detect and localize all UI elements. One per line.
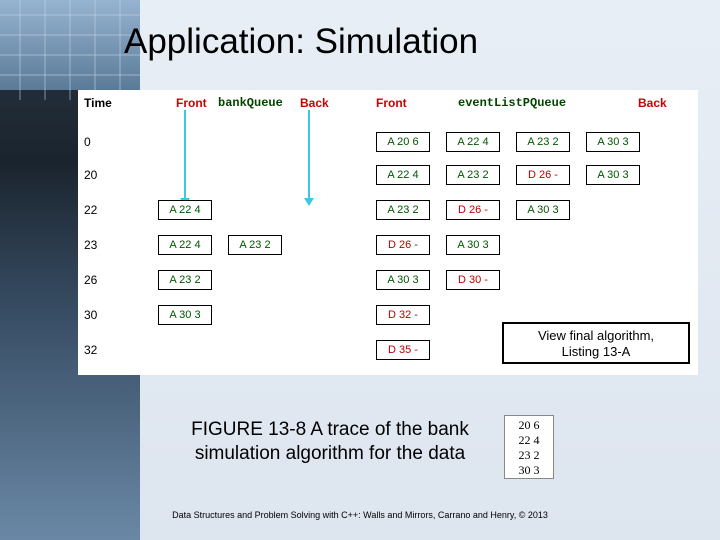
footer-citation: Data Structures and Problem Solving with…: [0, 510, 720, 520]
link-line1: View final algorithm,: [538, 328, 654, 343]
time-value: 30: [84, 308, 97, 322]
eventlist-cell: A 30 3: [586, 165, 640, 185]
data-row: 23 2: [505, 448, 553, 463]
header-eventlist: eventListPQueue: [458, 96, 566, 110]
link-line2: Listing 13-A: [562, 344, 631, 359]
eventlist-cell: A 30 3: [586, 132, 640, 152]
header-front-1: Front: [176, 96, 207, 110]
eventlist-cell: A 23 2: [376, 200, 430, 220]
input-data-box: 20 6 22 4 23 2 30 3: [504, 415, 554, 479]
eventlist-cell: A 30 3: [376, 270, 430, 290]
eventlist-cell: A 30 3: [446, 235, 500, 255]
eventlist-cell: A 20 6: [376, 132, 430, 152]
eventlist-cell: D 26 -: [516, 165, 570, 185]
header-bankqueue: bankQueue: [218, 96, 283, 110]
time-value: 32: [84, 343, 97, 357]
eventlist-cell: D 30 -: [446, 270, 500, 290]
data-row: 30 3: [505, 463, 553, 478]
bankqueue-cell: A 30 3: [158, 305, 212, 325]
time-value: 0: [84, 135, 91, 149]
eventlist-cell: A 22 4: [376, 165, 430, 185]
time-value: 22: [84, 203, 97, 217]
data-row: 20 6: [505, 418, 553, 433]
eventlist-cell: A 30 3: [516, 200, 570, 220]
bankqueue-cell: A 23 2: [228, 235, 282, 255]
eventlist-cell: A 22 4: [446, 132, 500, 152]
bankqueue-cell: A 23 2: [158, 270, 212, 290]
slide: Application: Simulation Time Front bankQ…: [0, 0, 720, 540]
header-front-2: Front: [376, 96, 407, 110]
eventlist-cell: A 23 2: [516, 132, 570, 152]
arrow-back-1: [308, 110, 310, 200]
figure-caption: FIGURE 13-8 A trace of the bank simulati…: [150, 418, 510, 466]
bankqueue-cell: A 22 4: [158, 200, 212, 220]
time-value: 20: [84, 168, 97, 182]
data-row: 22 4: [505, 433, 553, 448]
eventlist-cell: D 35 -: [376, 340, 430, 360]
time-value: 23: [84, 238, 97, 252]
arrow-front-1: [184, 110, 186, 200]
header-back-2: Back: [638, 96, 667, 110]
time-value: 26: [84, 273, 97, 287]
eventlist-cell: D 32 -: [376, 305, 430, 325]
header-time: Time: [84, 96, 112, 110]
bankqueue-cell: A 22 4: [158, 235, 212, 255]
slide-title: Application: Simulation: [124, 22, 478, 62]
eventlist-cell: D 26 -: [446, 200, 500, 220]
header-back-1: Back: [300, 96, 329, 110]
eventlist-cell: A 23 2: [446, 165, 500, 185]
eventlist-cell: D 26 -: [376, 235, 430, 255]
view-algorithm-link[interactable]: View final algorithm, Listing 13-A: [502, 322, 690, 364]
